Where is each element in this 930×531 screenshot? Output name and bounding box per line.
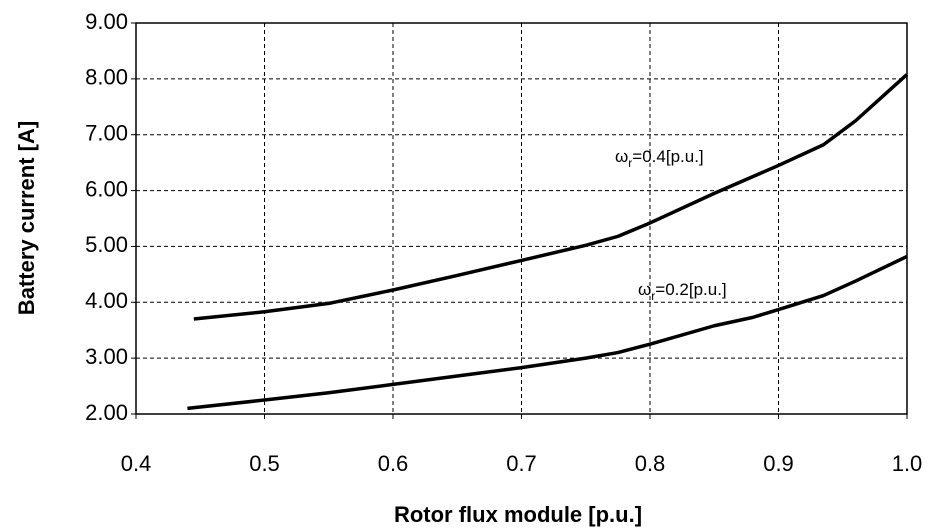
label-subscript: r bbox=[628, 156, 632, 170]
label-subscript: r bbox=[651, 289, 655, 303]
x-tick-label: 0.7 bbox=[506, 451, 537, 476]
series-label: ωr=0.4[p.u.] bbox=[615, 147, 704, 170]
label-text: =0.4[p.u.] bbox=[632, 147, 703, 166]
y-tick-label: 6.00 bbox=[85, 176, 128, 201]
line bbox=[193, 73, 909, 321]
x-tick-label: 0.5 bbox=[249, 451, 280, 476]
series-label: ωr=0.2[p.u.] bbox=[638, 280, 727, 303]
y-tick-label: 5.00 bbox=[85, 232, 128, 257]
y-tick-label: 2.00 bbox=[85, 400, 128, 425]
label-symbol: ω bbox=[615, 147, 628, 166]
x-tick-label: 1.0 bbox=[892, 451, 923, 476]
label-symbol: ω bbox=[638, 280, 651, 299]
y-axis-title: Battery current [A] bbox=[14, 121, 39, 315]
y-tick-label: 8.00 bbox=[85, 65, 128, 90]
x-tick-label: 0.8 bbox=[635, 451, 666, 476]
label-text: =0.2[p.u.] bbox=[655, 280, 726, 299]
y-tick-label: 4.00 bbox=[85, 288, 128, 313]
line bbox=[187, 254, 908, 411]
x-tick-label: 0.6 bbox=[378, 451, 409, 476]
x-tick-label: 0.4 bbox=[121, 451, 152, 476]
y-tick-label: 7.00 bbox=[85, 121, 128, 146]
x-axis-title: Rotor flux module [p.u.] bbox=[394, 502, 642, 527]
y-tick-label: 9.00 bbox=[85, 9, 128, 34]
x-tick-label: 0.9 bbox=[763, 451, 794, 476]
plot-frame bbox=[135, 22, 908, 415]
y-tick-label: 3.00 bbox=[85, 344, 128, 369]
